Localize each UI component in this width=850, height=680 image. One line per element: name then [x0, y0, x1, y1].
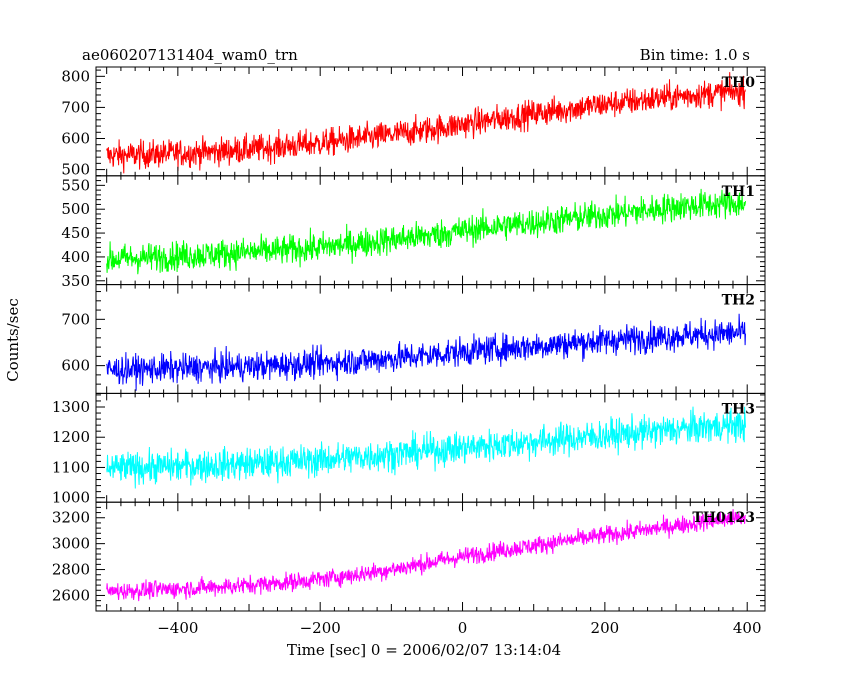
x-tick-label: 0	[458, 619, 468, 637]
y-tick-label: 450	[61, 224, 90, 242]
y-tick-label: 500	[61, 161, 90, 179]
y-tick-label: 600	[61, 357, 90, 375]
x-tick-label: 400	[733, 619, 762, 637]
series-line-th3	[106, 406, 746, 489]
panel-label-th3: TH3	[722, 401, 755, 417]
series-line-th0	[106, 72, 746, 174]
panel-frame	[95, 175, 766, 286]
panel-label-th1: TH1	[722, 184, 755, 200]
bin-time-label: Bin time: 1.0 s	[640, 46, 750, 64]
y-tick-label: 1000	[52, 489, 90, 507]
y-tick-label: 2600	[52, 586, 90, 604]
y-tick-label: 800	[61, 67, 90, 85]
y-tick-label: 700	[61, 310, 90, 328]
x-axis-title: Time [sec] 0 = 2006/02/07 13:14:04	[287, 641, 561, 659]
y-tick-label: 600	[61, 129, 90, 147]
y-axis-title: Counts/sec	[4, 298, 22, 382]
y-tick-label: 400	[61, 248, 90, 266]
y-tick-label: 2800	[52, 561, 90, 579]
y-tick-label: 700	[61, 98, 90, 116]
series-line-th2	[106, 313, 746, 391]
panel-label-th0: TH0	[722, 75, 756, 91]
x-tick-label: 200	[591, 619, 620, 637]
x-tick-label: −200	[300, 619, 341, 637]
panel-label-th0123: TH0123	[692, 510, 755, 526]
y-tick-label: 500	[61, 200, 90, 218]
panel-frame	[95, 392, 766, 503]
y-tick-label: 3200	[52, 509, 90, 527]
series-line-th0123	[106, 509, 746, 602]
x-tick-label: −400	[157, 619, 198, 637]
y-tick-label: 1300	[52, 398, 90, 416]
figure-title: ae060207131404_wam0_trn	[82, 46, 298, 64]
panel-frame	[95, 501, 766, 612]
series-line-th1	[106, 188, 746, 275]
y-tick-label: 1200	[52, 428, 90, 446]
y-tick-label: 550	[61, 176, 90, 194]
y-tick-label: 3000	[52, 535, 90, 553]
y-tick-label: 350	[61, 272, 90, 290]
y-tick-label: 1100	[52, 458, 90, 476]
panel-label-th2: TH2	[722, 293, 755, 309]
